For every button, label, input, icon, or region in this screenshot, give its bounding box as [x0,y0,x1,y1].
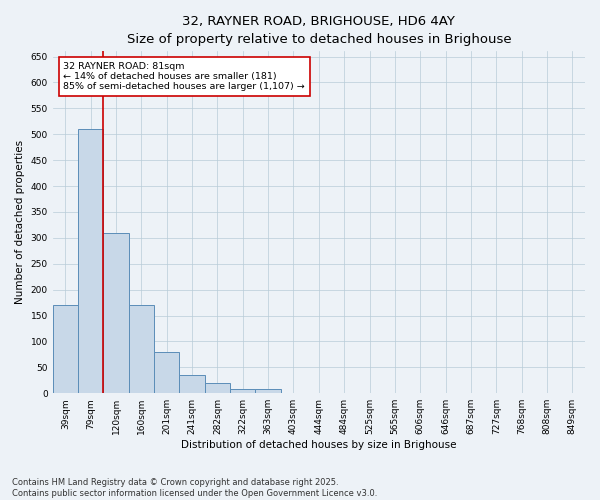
Bar [53,305,78,393]
Bar [78,129,103,393]
Bar [129,305,154,393]
Bar [154,352,179,393]
Text: 32 RAYNER ROAD: 81sqm
← 14% of detached houses are smaller (181)
85% of semi-det: 32 RAYNER ROAD: 81sqm ← 14% of detached … [64,62,305,92]
Bar [179,375,205,393]
Text: Contains HM Land Registry data © Crown copyright and database right 2025.
Contai: Contains HM Land Registry data © Crown c… [12,478,377,498]
Y-axis label: Number of detached properties: Number of detached properties [15,140,25,304]
X-axis label: Distribution of detached houses by size in Brighouse: Distribution of detached houses by size … [181,440,457,450]
Bar [205,383,230,393]
Bar [230,389,256,393]
Title: 32, RAYNER ROAD, BRIGHOUSE, HD6 4AY
Size of property relative to detached houses: 32, RAYNER ROAD, BRIGHOUSE, HD6 4AY Size… [127,15,511,46]
Bar [103,232,129,393]
Bar [256,389,281,393]
